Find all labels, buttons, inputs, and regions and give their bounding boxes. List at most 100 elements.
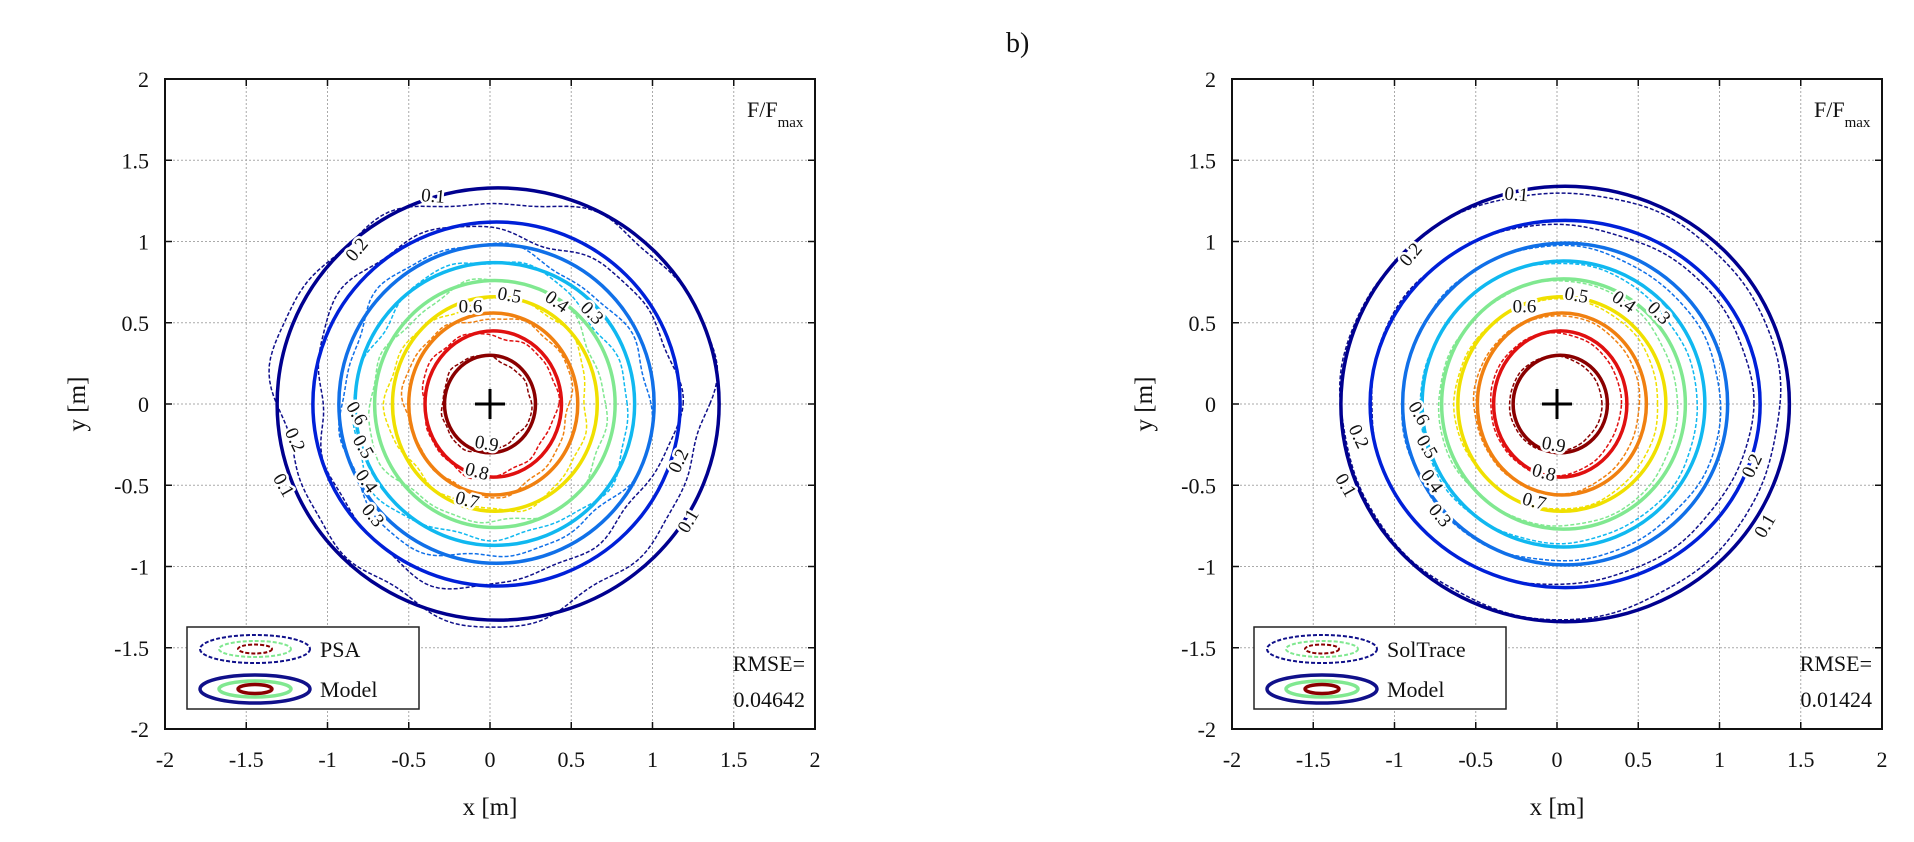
reference-contour-0.6 <box>382 297 588 513</box>
contour-label-wrapper: 0.1 <box>418 183 448 211</box>
x-tick-label: 0.5 <box>1625 747 1653 772</box>
figure-label: b) <box>1006 28 1029 59</box>
center-cross-icon <box>1542 389 1572 419</box>
model-contour-0.8 <box>1491 329 1629 479</box>
legend-swatch-mid <box>217 679 293 699</box>
legend-label: PSA <box>320 637 360 662</box>
y-tick-label: 1 <box>138 230 149 255</box>
x-tick-label: 1 <box>1714 747 1725 772</box>
model-contour-0.3 <box>337 243 656 565</box>
contour-label-wrapper: 0.5 <box>1560 281 1592 311</box>
x-tick-label: -0.5 <box>1458 747 1493 772</box>
x-tick-label: -0.5 <box>391 747 426 772</box>
center-cross-icon <box>475 389 505 419</box>
y-tick-label: 0.5 <box>1189 311 1217 336</box>
x-tick-label: -2 <box>156 747 174 772</box>
y-axis-label: y [m] <box>64 377 91 432</box>
model-contour-0.7 <box>407 311 580 497</box>
x-tick-label: 2 <box>810 747 821 772</box>
model-contour-0.1 <box>275 186 721 622</box>
model-contour-0.9 <box>1511 353 1610 455</box>
x-tick-label: 0.5 <box>558 747 586 772</box>
model-contour-0.6 <box>1456 295 1668 513</box>
contour-label: 0.9 <box>473 432 500 457</box>
contour-label-wrapper: 0.6 <box>456 294 485 320</box>
legend-swatch-inner <box>1304 643 1340 655</box>
model-contour-0.4 <box>353 260 637 548</box>
y-tick-label: -0.5 <box>1181 473 1216 498</box>
x-tick-label: 2 <box>1877 747 1888 772</box>
y-tick-label: -2 <box>1198 717 1216 742</box>
rmse-label: RMSE= <box>1800 651 1872 676</box>
legend-box <box>1253 626 1507 710</box>
contour-label: 0.1 <box>1504 183 1529 206</box>
legend: PSA Model <box>186 626 420 710</box>
reference-contour-0.3 <box>338 242 654 558</box>
reference-contour-0.2 <box>317 225 685 590</box>
model-contour-0.1 <box>1339 184 1792 624</box>
x-tick-label: 1 <box>647 747 658 772</box>
reference-contour-0.4 <box>1419 262 1699 545</box>
y-tick-label: -1.5 <box>1181 636 1216 661</box>
y-tick-label: 0 <box>138 392 149 417</box>
legend-swatch-mid <box>1285 640 1359 658</box>
x-tick-label: -1 <box>1385 747 1403 772</box>
legend-swatch-mid <box>218 640 292 658</box>
model-contour-0.2 <box>311 220 682 588</box>
contour-label: 0.6 <box>1513 297 1537 318</box>
y-tick-label: 2 <box>1205 67 1216 92</box>
quantity-label-main: F/F <box>747 97 778 122</box>
y-tick-label: -1 <box>131 555 149 580</box>
reference-contour-0.9 <box>440 354 533 453</box>
legend-swatch-inner <box>237 643 273 655</box>
y-tick-label: -1 <box>1198 555 1216 580</box>
model-contour-0.2 <box>1368 218 1762 590</box>
contour-label: 0.5 <box>1563 283 1590 308</box>
x-axis-label: x [m] <box>463 794 518 821</box>
legend-swatch-outer <box>1266 634 1378 664</box>
x-axis-label: x [m] <box>1530 794 1585 821</box>
y-tick-label: -0.5 <box>114 473 149 498</box>
x-tick-label: 1.5 <box>720 747 748 772</box>
y-tick-label: 2 <box>138 67 149 92</box>
legend-label: SolTrace <box>1387 637 1466 662</box>
model-contour-0.5 <box>1439 277 1688 531</box>
quantity-label-main: F/F <box>1814 97 1845 122</box>
legend-label: Model <box>320 677 377 702</box>
rmse-value: 0.04642 <box>734 687 806 712</box>
y-tick-label: 0 <box>1205 392 1216 417</box>
legend-swatch-inner <box>1303 682 1341 696</box>
model-contour-0.6 <box>390 295 599 513</box>
reference-contour-0.8 <box>1489 331 1623 477</box>
contour-label-wrapper: 0.9 <box>471 429 503 459</box>
legend-swatch-outer <box>1265 673 1379 705</box>
reference-contour-0.9 <box>1508 355 1603 453</box>
quantity-label-sub: max <box>778 115 804 131</box>
plot-frame <box>1231 78 1883 730</box>
model-contour-0.3 <box>1400 241 1730 567</box>
y-tick-label: 1.5 <box>122 148 150 173</box>
rmse-label: RMSE= <box>733 651 805 676</box>
contour-label: 0.6 <box>459 297 483 318</box>
quantity-label: F/Fmax <box>1814 97 1871 131</box>
quantity-label-sub: max <box>1845 115 1871 131</box>
x-tick-label: -1.5 <box>1296 747 1331 772</box>
contour-label: 0.5 <box>496 283 523 308</box>
contour-label-wrapper: 0.5 <box>493 281 525 311</box>
reference-contour-0.3 <box>1401 244 1722 562</box>
y-axis-label: y [m] <box>1131 377 1158 432</box>
legend-swatch-inner <box>236 682 274 696</box>
legend-label: Model <box>1387 677 1444 702</box>
x-tick-label: 0 <box>485 747 496 772</box>
model-contour-0.4 <box>1420 259 1707 549</box>
reference-contour-0.1 <box>1338 192 1782 621</box>
model-contour-0.5 <box>372 278 617 530</box>
x-tick-label: -1 <box>318 747 336 772</box>
x-tick-label: -1.5 <box>229 747 264 772</box>
contour-label-wrapper: 0.9 <box>1538 430 1570 460</box>
x-tick-label: 0 <box>1552 747 1563 772</box>
x-tick-label: 1.5 <box>1787 747 1815 772</box>
reference-contour-0.7 <box>1472 315 1641 495</box>
y-tick-label: -2 <box>131 717 149 742</box>
